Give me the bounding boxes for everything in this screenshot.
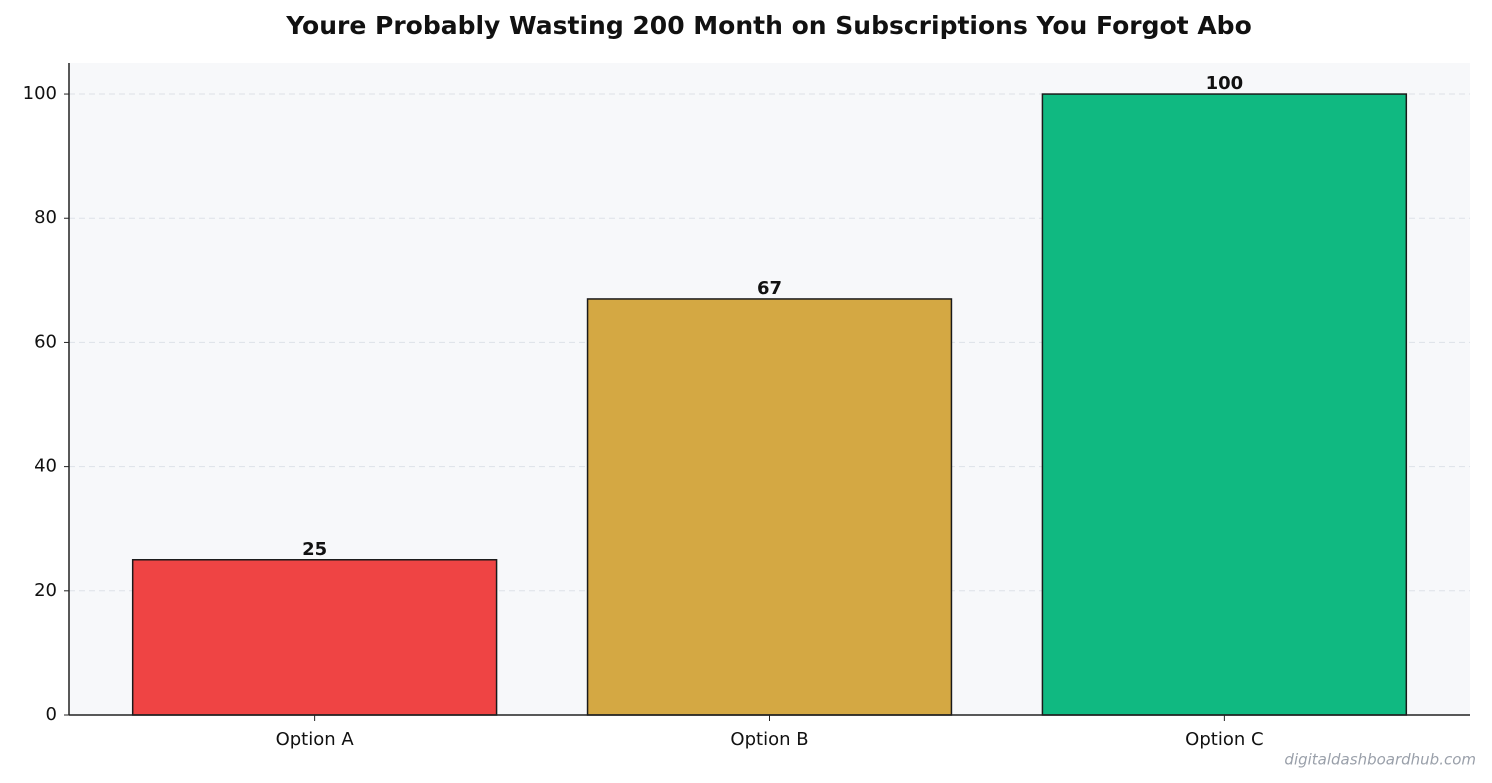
y-tick-label: 20 <box>34 580 57 601</box>
watermark: digitaldashboardhub.com <box>1284 751 1476 769</box>
x-tick-label: Option C <box>1185 729 1263 750</box>
bar <box>586 298 953 716</box>
y-tick-label: 0 <box>46 704 57 725</box>
bar <box>1041 93 1408 716</box>
x-tick-label: Option B <box>730 729 808 750</box>
value-label: 25 <box>302 539 327 560</box>
y-tick-label: 80 <box>34 207 57 228</box>
value-label: 67 <box>757 278 782 299</box>
bar <box>131 559 498 716</box>
x-tick-label: Option A <box>276 729 355 750</box>
chart-title: Youre Probably Wasting 200 Month on Subs… <box>285 11 1252 40</box>
y-tick-label: 40 <box>34 456 57 477</box>
y-tick-label: 60 <box>34 331 57 352</box>
y-tick-label: 100 <box>23 83 57 104</box>
value-label: 100 <box>1206 73 1244 94</box>
